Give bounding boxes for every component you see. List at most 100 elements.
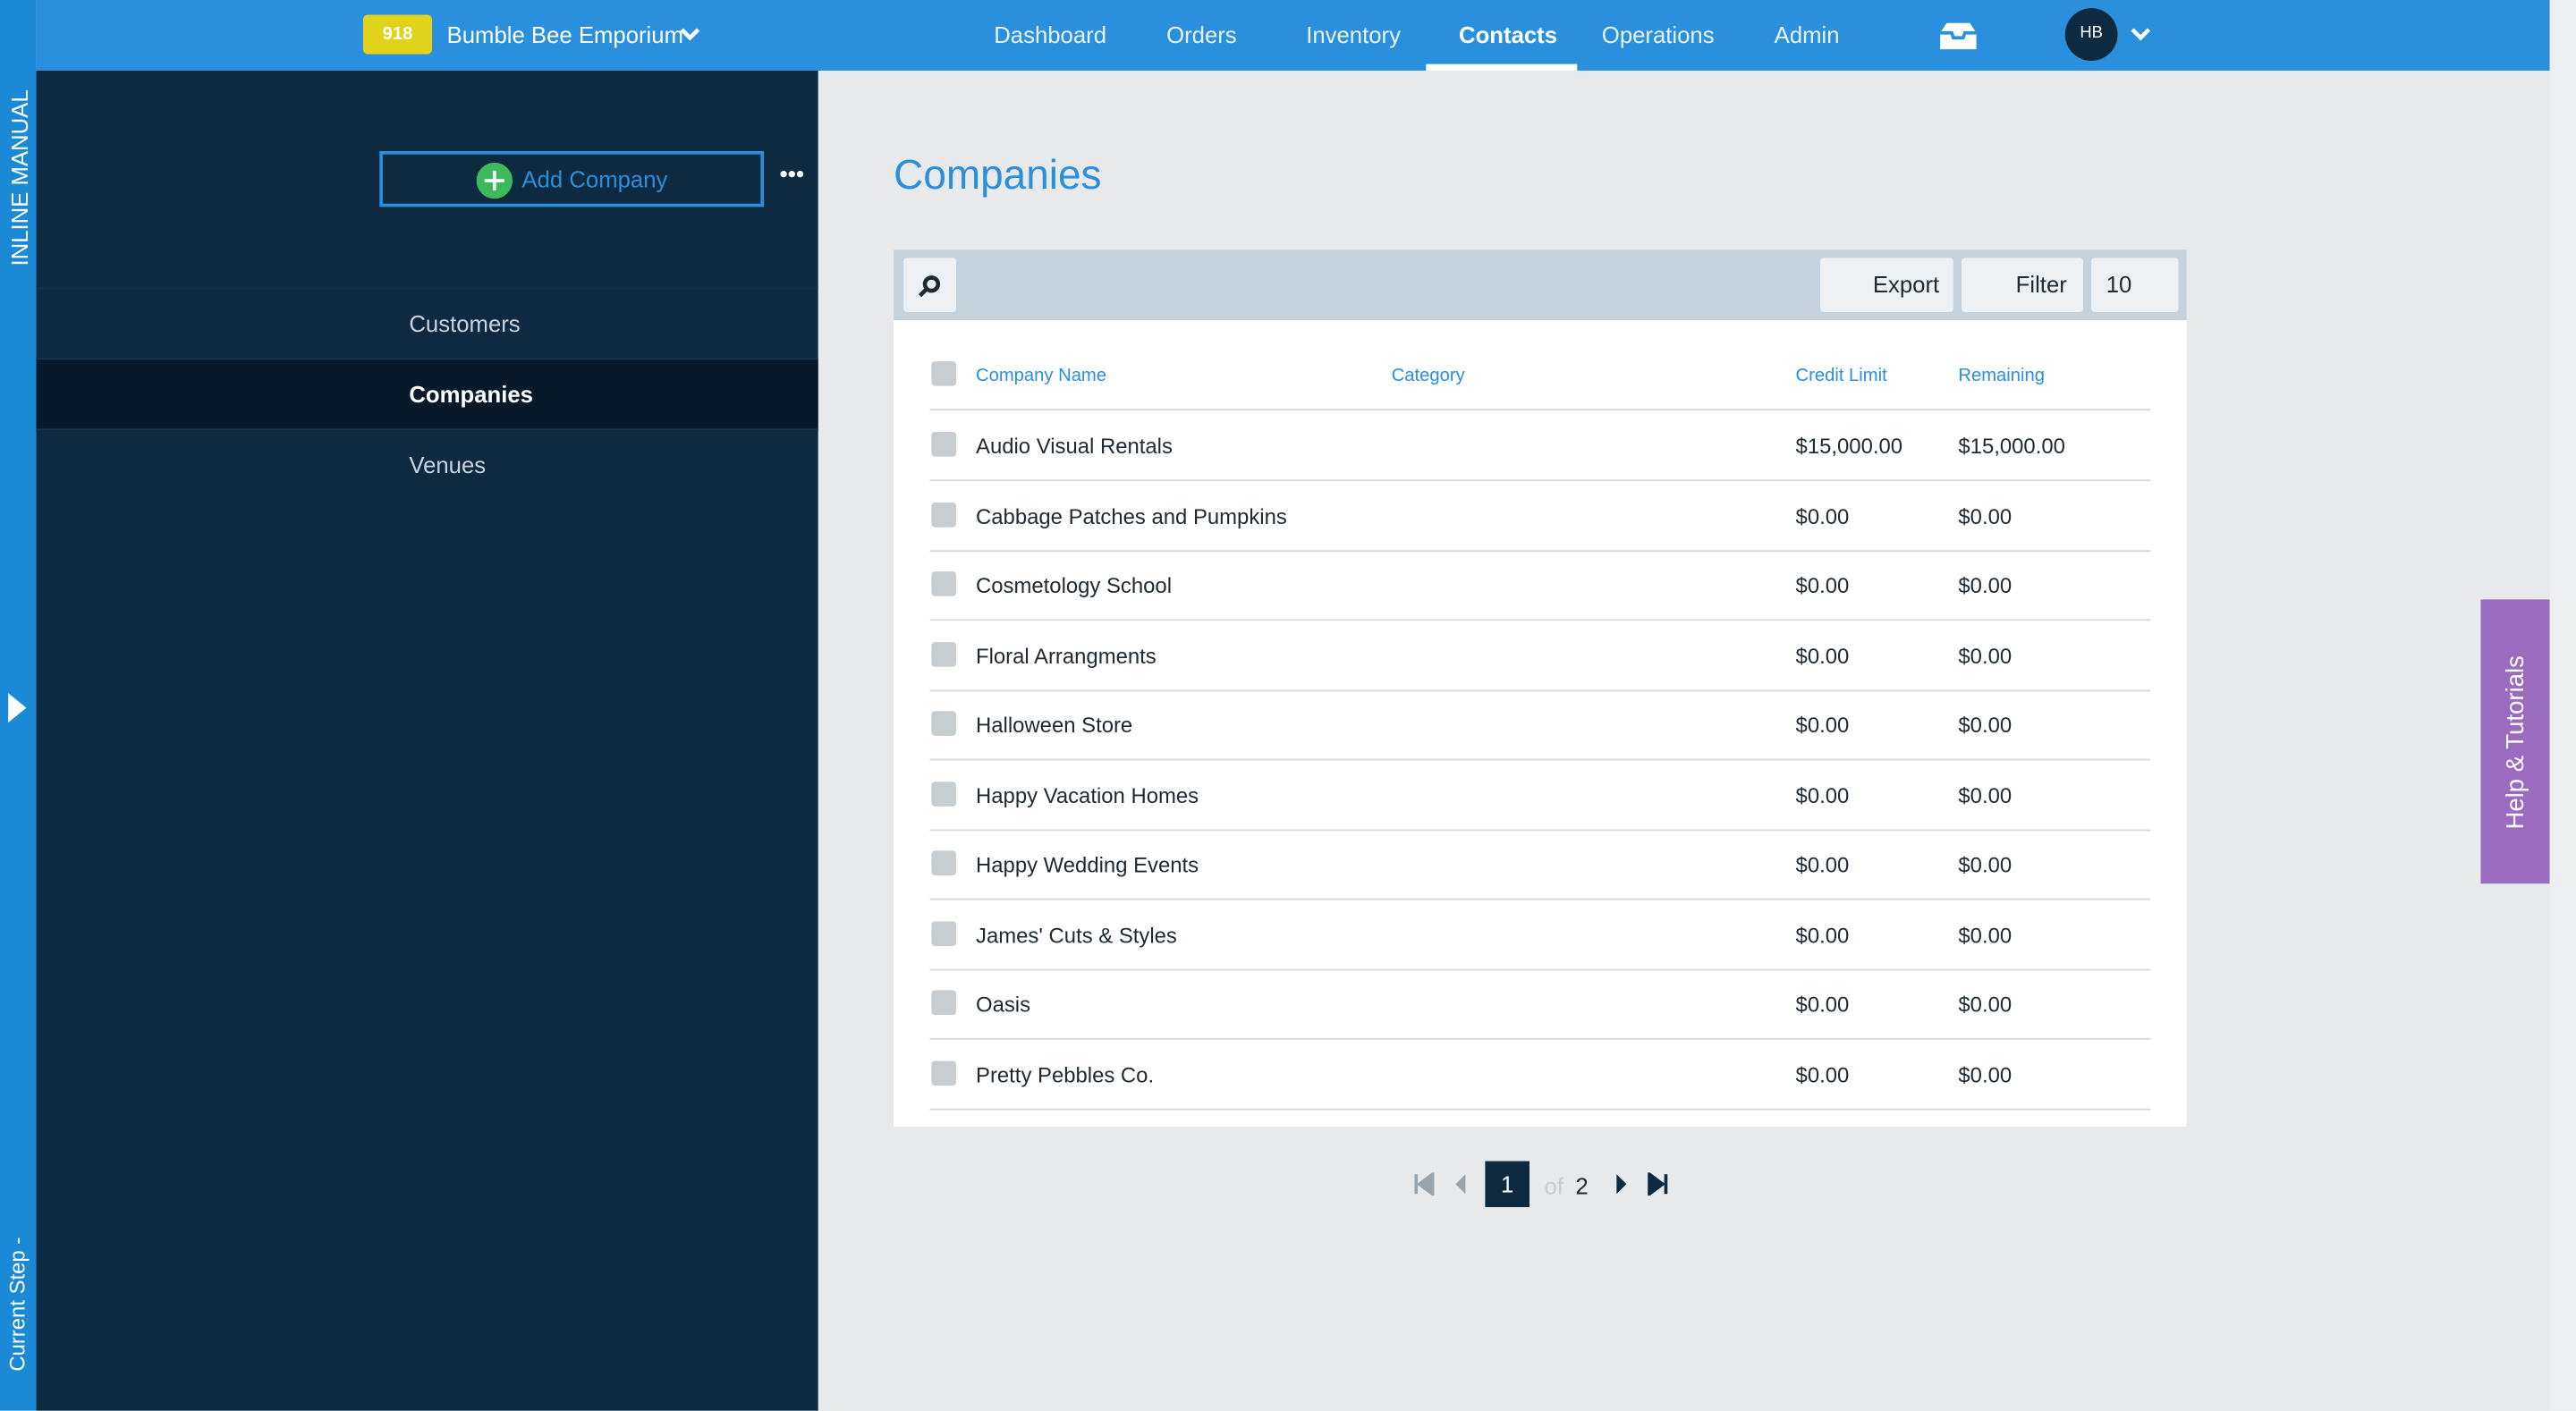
filter-label: Filter xyxy=(2015,271,2067,298)
remaining: $0.00 xyxy=(1958,782,2012,807)
checkbox[interactable] xyxy=(931,920,956,946)
header: 918 Bumble Bee Emporium HB Dashboard Orde… xyxy=(36,0,2550,71)
company-name[interactable]: Happy Wedding Events xyxy=(976,852,1199,877)
company-name[interactable]: Cosmetology School xyxy=(976,573,1173,598)
active-indicator xyxy=(1426,63,1578,71)
inbox-icon[interactable] xyxy=(1937,20,1980,53)
credit-limit: $0.00 xyxy=(1795,922,1850,947)
inline-manual-bar[interactable]: INLINE MANUAL Current Step - xyxy=(0,0,37,1411)
checkbox[interactable] xyxy=(931,711,956,736)
avatar[interactable]: HB xyxy=(2064,8,2118,61)
total-pages: 2 xyxy=(1575,1172,1589,1199)
account-badge: 918 xyxy=(362,14,433,55)
column-header[interactable]: Remaining xyxy=(1958,366,2045,386)
remaining: $0.00 xyxy=(1958,643,2012,668)
sidebar-label: Companies xyxy=(409,381,533,408)
remaining: $0.00 xyxy=(1958,852,2012,877)
company-name[interactable]: Oasis xyxy=(976,992,1031,1017)
current-page: 1 xyxy=(1485,1161,1530,1207)
right-strip xyxy=(2549,0,2576,1411)
search-icon xyxy=(918,275,941,298)
table-row: Floral Arrangments $0.00 $0.00 xyxy=(929,620,2151,691)
chevron xyxy=(680,28,700,41)
company-name[interactable]: Cabbage Patches and Pumpkins xyxy=(976,503,1287,528)
credit-limit: $0.00 xyxy=(1795,992,1850,1017)
export-button[interactable]: Export xyxy=(1820,258,1953,312)
prev-page[interactable] xyxy=(1453,1172,1469,1196)
nav-item[interactable]: Dashboard xyxy=(994,21,1107,48)
checkbox[interactable] xyxy=(931,432,956,457)
checkbox[interactable] xyxy=(931,990,956,1016)
company-name[interactable]: Halloween Store xyxy=(976,713,1133,738)
checkbox[interactable] xyxy=(931,641,956,666)
credit-limit: $0.00 xyxy=(1795,713,1850,738)
column-header[interactable]: Category xyxy=(1391,366,1465,386)
credit-limit: $0.00 xyxy=(1795,1061,1850,1086)
first-page[interactable] xyxy=(1413,1172,1436,1196)
page-size-select[interactable]: 10 xyxy=(2091,258,2179,312)
company-name[interactable]: Pretty Pebbles Co. xyxy=(976,1061,1155,1086)
remaining: $15,000.00 xyxy=(1958,433,2065,459)
nav-item[interactable]: Contacts xyxy=(1459,21,1558,48)
of-label: of xyxy=(1544,1172,1563,1199)
sidebar-item[interactable]: Customers xyxy=(36,287,818,359)
nav-item[interactable]: Admin xyxy=(1774,21,1840,48)
column-header[interactable]: Credit Limit xyxy=(1795,366,1887,386)
sidebar-label: Customers xyxy=(409,310,521,337)
sidebar-item[interactable]: Venues xyxy=(36,428,818,501)
checkbox[interactable] xyxy=(931,571,956,596)
remaining: $0.00 xyxy=(1958,503,2012,528)
sidebar-item[interactable]: Companies xyxy=(36,358,818,431)
nav-item[interactable]: Inventory xyxy=(1306,21,1401,48)
table-row: Pretty Pebbles Co. $0.00 $0.00 xyxy=(929,1039,2151,1110)
add-company-button[interactable]: Add Company xyxy=(379,150,765,207)
sidebar: Add Company Customers Companies Venues xyxy=(36,70,818,1411)
table-row: Cosmetology School $0.00 $0.00 xyxy=(929,550,2151,621)
credit-limit: $0.00 xyxy=(1795,503,1850,528)
add-company-label: Add Company xyxy=(521,165,668,192)
company-name[interactable]: Floral Arrangments xyxy=(976,643,1157,668)
table-row: Happy Vacation Homes $0.00 $0.00 xyxy=(929,759,2151,831)
table-row: Audio Visual Rentals $15,000.00 $15,000.00 xyxy=(929,410,2151,482)
company-name[interactable]: Audio Visual Rentals xyxy=(976,433,1173,459)
toolbar: Export Filter 10 xyxy=(894,249,2187,321)
current-step: Current Step - xyxy=(4,1237,30,1372)
company-name[interactable]: Happy Vacation Homes xyxy=(976,782,1199,807)
credit-limit: $0.00 xyxy=(1795,852,1850,877)
filter-button[interactable]: Filter xyxy=(1962,258,2083,312)
nav-item[interactable]: Operations xyxy=(1601,21,1715,48)
next-page[interactable] xyxy=(1614,1172,1630,1196)
help-label: Help & Tutorials xyxy=(2502,655,2530,830)
pagination: 1 of 2 xyxy=(1380,1160,1708,1209)
sidebar-label: Venues xyxy=(409,452,487,478)
table-card: Export Filter 10 Company Name Category Cre… xyxy=(894,249,2187,1127)
table-row: Halloween Store $0.00 $0.00 xyxy=(929,689,2151,761)
more-menu[interactable] xyxy=(779,169,805,179)
company-switcher[interactable]: Bumble Bee Emporium xyxy=(446,21,683,48)
nav-item[interactable]: Orders xyxy=(1166,21,1237,48)
credit-limit: $0.00 xyxy=(1795,573,1850,598)
checkbox[interactable] xyxy=(931,850,956,875)
table-row: James' Cuts & Styles $0.00 $0.00 xyxy=(929,900,2151,970)
table-header: Company Name Category Credit Limit Remainin… xyxy=(929,340,2151,411)
expand-arrow[interactable] xyxy=(5,691,29,724)
credit-limit: $0.00 xyxy=(1795,643,1850,668)
credit-limit: $0.00 xyxy=(1795,782,1850,807)
checkbox[interactable] xyxy=(931,361,956,386)
remaining: $0.00 xyxy=(1958,713,2012,738)
remaining: $0.00 xyxy=(1958,992,2012,1017)
checkbox[interactable] xyxy=(931,1060,956,1086)
company-name[interactable]: James' Cuts & Styles xyxy=(976,922,1177,947)
checkbox[interactable] xyxy=(931,781,956,806)
page-title: Companies xyxy=(894,152,1102,199)
column-header[interactable]: Company Name xyxy=(976,366,1107,386)
help-tab[interactable]: Help & Tutorials xyxy=(2480,599,2550,884)
last-page[interactable] xyxy=(1646,1172,1669,1196)
search-button[interactable] xyxy=(903,258,956,312)
table-row: Oasis $0.00 $0.00 xyxy=(929,969,2151,1040)
table-row: Happy Wedding Events $0.00 $0.00 xyxy=(929,830,2151,900)
remaining: $0.00 xyxy=(1958,573,2012,598)
checkbox[interactable] xyxy=(931,502,956,527)
